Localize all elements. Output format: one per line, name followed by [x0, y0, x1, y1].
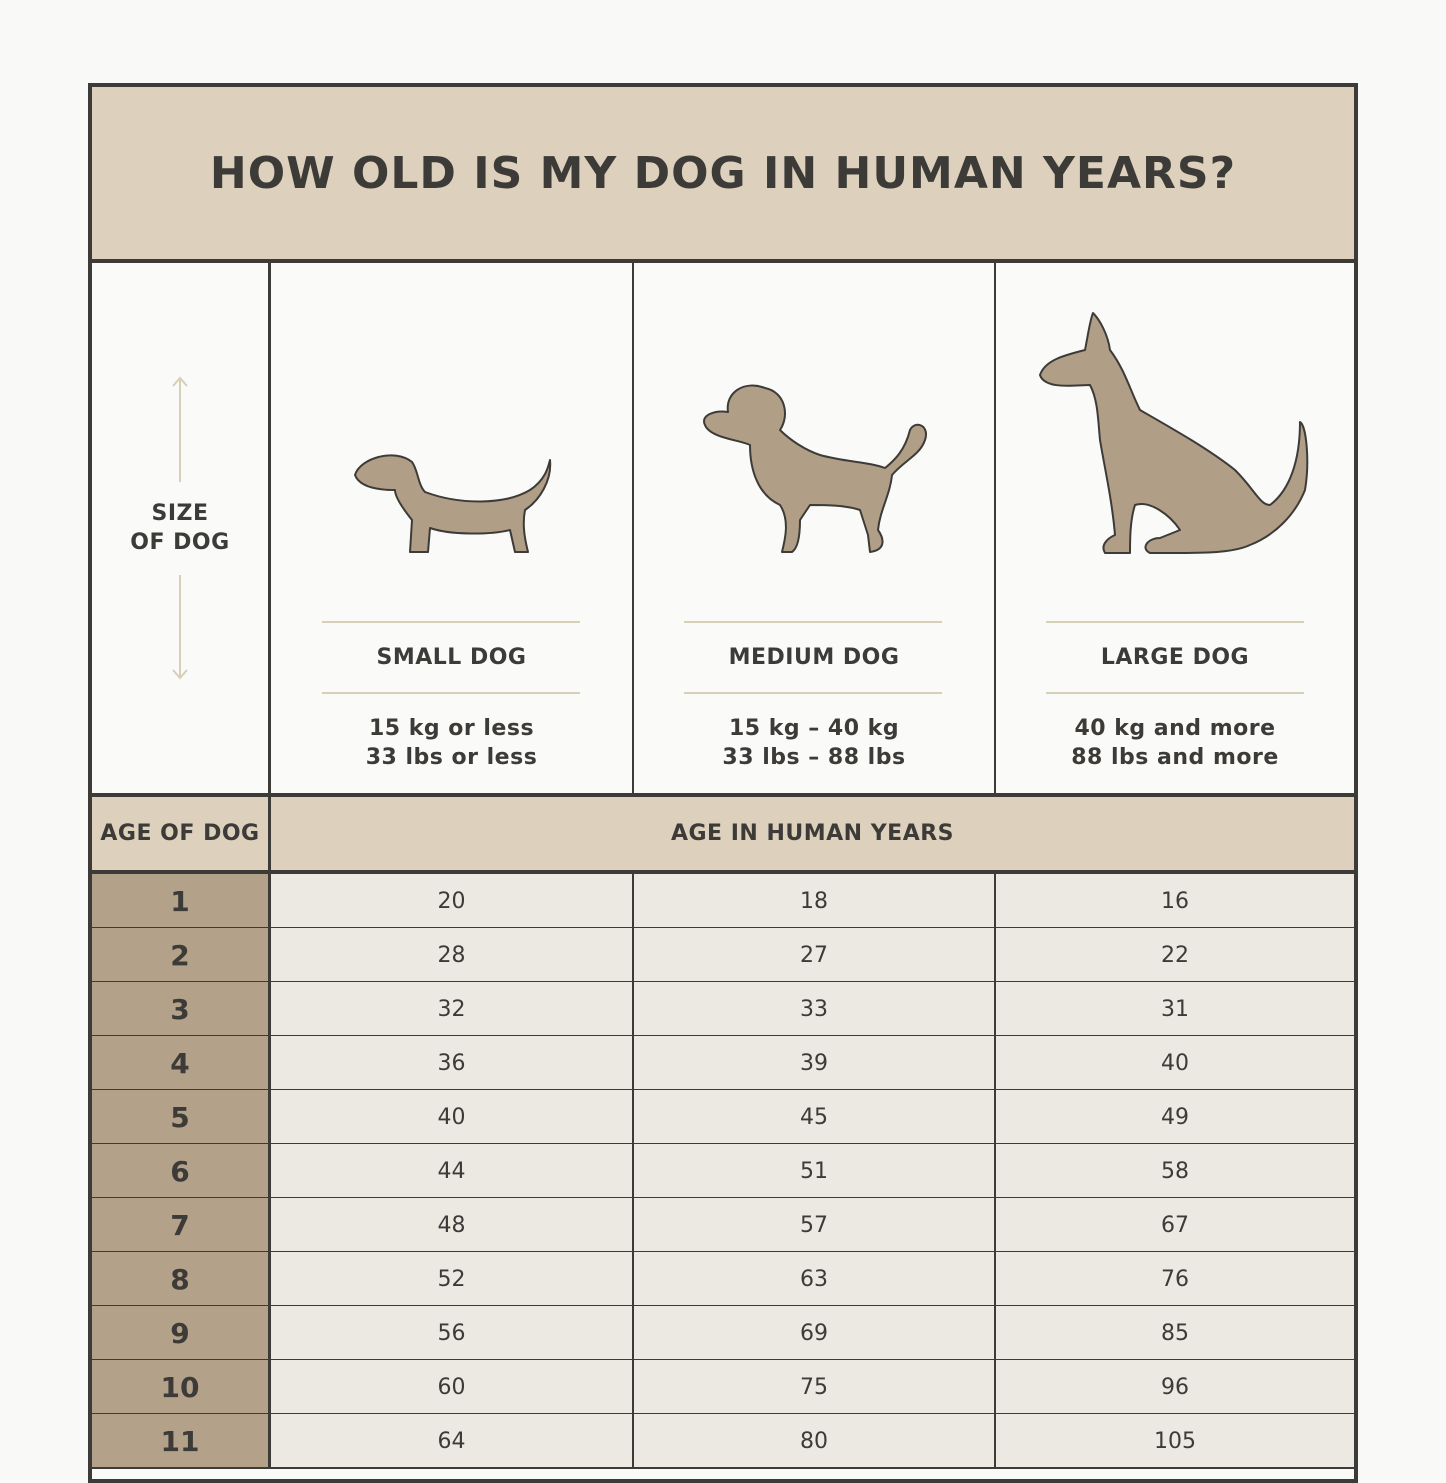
- age-cell: 2: [92, 928, 268, 982]
- large-dog: [1039, 312, 1309, 554]
- size-weight: 33 lbs or less: [365, 745, 538, 770]
- row-line: [92, 927, 1354, 929]
- human-age-cell: 16: [1161, 888, 1189, 914]
- row-line: [92, 1359, 1354, 1361]
- row-line: [92, 1305, 1354, 1307]
- human-age-cell: 75: [800, 1374, 828, 1400]
- row-line: [92, 1413, 1354, 1415]
- human-age-cell: 51: [800, 1158, 828, 1184]
- human-age-cell: 56: [437, 1320, 466, 1346]
- human-age-cell: 27: [800, 942, 828, 968]
- row-bg: [271, 1198, 1354, 1252]
- human-age-cell: 52: [437, 1266, 466, 1292]
- age-cell: 10: [92, 1360, 268, 1414]
- size-weight: 15 kg – 40 kg: [728, 716, 900, 741]
- row-bg: [271, 1144, 1354, 1198]
- medium-dog: [703, 384, 927, 553]
- column-divider: [994, 874, 996, 1468]
- size-label-line: SIZE: [151, 501, 209, 526]
- human-age-cell: 67: [1161, 1212, 1189, 1238]
- human-age-cell: 49: [1161, 1104, 1189, 1130]
- column-divider: [632, 874, 634, 1468]
- row-bg: [271, 1036, 1354, 1090]
- age-cell: 8: [92, 1252, 268, 1306]
- size-weight: 15 kg or less: [368, 716, 535, 741]
- human-age-cell: 76: [1161, 1266, 1189, 1292]
- row-bg: [271, 1360, 1354, 1414]
- row-line: [92, 981, 1354, 983]
- human-age-cell: 48: [437, 1212, 466, 1238]
- human-age-cell: 39: [800, 1050, 828, 1076]
- row-line: [92, 1467, 1354, 1469]
- human-age-cell: 28: [437, 942, 466, 968]
- size-weight: 40 kg and more: [1074, 716, 1276, 741]
- divider: [88, 259, 1358, 263]
- human-age-cell: 57: [800, 1212, 828, 1238]
- size-arrow: [172, 376, 1304, 694]
- human-age-cell: 80: [800, 1428, 828, 1454]
- size-label-line: OF DOG: [130, 530, 230, 555]
- human-age-cell: 31: [1161, 996, 1189, 1022]
- human-age-cell: 33: [800, 996, 828, 1022]
- human-age-cell: 85: [1161, 1320, 1189, 1346]
- human-age-cell: 18: [800, 888, 828, 914]
- row-line: [92, 1143, 1354, 1145]
- human-age-cell: 44: [437, 1158, 466, 1184]
- human-age-cell: 36: [437, 1050, 466, 1076]
- size-weight: 33 lbs – 88 lbs: [722, 745, 906, 770]
- age-cell: 3: [92, 982, 268, 1036]
- row-line: [92, 1251, 1354, 1253]
- human-age-cell: 69: [800, 1320, 828, 1346]
- row-bg: [271, 1252, 1354, 1306]
- human-age-cell: 105: [1154, 1428, 1196, 1454]
- row-bg: [271, 1090, 1354, 1144]
- column-divider: [268, 263, 271, 873]
- size-name: LARGE DOG: [1100, 644, 1250, 670]
- human-age-cell: 60: [437, 1374, 466, 1400]
- column-divider: [632, 263, 634, 793]
- age-cell: 9: [92, 1306, 268, 1360]
- age-cell: 11: [92, 1414, 268, 1468]
- size-name: SMALL DOG: [376, 644, 527, 670]
- row-line: [92, 1089, 1354, 1091]
- age-cell: 6: [92, 1144, 268, 1198]
- human-age-cell: 22: [1161, 942, 1189, 968]
- age-cell: 1: [92, 874, 268, 928]
- title: HOW OLD IS MY DOG IN HUMAN YEARS?: [92, 87, 1354, 259]
- page: HOW OLD IS MY DOG IN HUMAN YEARS? AGE OF…: [88, 83, 1358, 1483]
- header-row: [92, 797, 1354, 870]
- age-cell: 4: [92, 1036, 268, 1090]
- row-bg: [271, 928, 1354, 982]
- human-age-cell: 45: [800, 1104, 828, 1130]
- human-age-cell: 58: [1161, 1158, 1189, 1184]
- human-age-cell: 96: [1161, 1374, 1189, 1400]
- small-dog: [354, 454, 552, 553]
- row-bg: [271, 1306, 1354, 1360]
- row-bg: [271, 874, 1354, 928]
- human-years-header: AGE IN HUMAN YEARS: [670, 821, 955, 846]
- human-age-cell: 63: [800, 1266, 828, 1292]
- row-line: [92, 1197, 1354, 1199]
- age-of-dog-header: AGE OF DOG: [100, 821, 260, 846]
- column-divider: [994, 263, 996, 793]
- human-age-cell: 20: [437, 888, 466, 914]
- column-divider: [268, 874, 271, 1468]
- human-age-cell: 32: [437, 996, 466, 1022]
- size-name: MEDIUM DOG: [728, 644, 900, 670]
- row-line: [92, 1035, 1354, 1037]
- size-label: SIZE OF DOG: [92, 498, 268, 558]
- row-bg: [271, 982, 1354, 1036]
- human-age-cell: 40: [437, 1104, 466, 1130]
- age-cell: 7: [92, 1198, 268, 1252]
- human-age-cell: 40: [1161, 1050, 1189, 1076]
- divider: [88, 793, 1358, 797]
- age-cell: 5: [92, 1090, 268, 1144]
- human-age-cell: 64: [437, 1428, 466, 1454]
- illustrations: [172, 312, 1309, 694]
- size-weight: 88 lbs and more: [1071, 745, 1279, 770]
- divider: [88, 870, 1358, 874]
